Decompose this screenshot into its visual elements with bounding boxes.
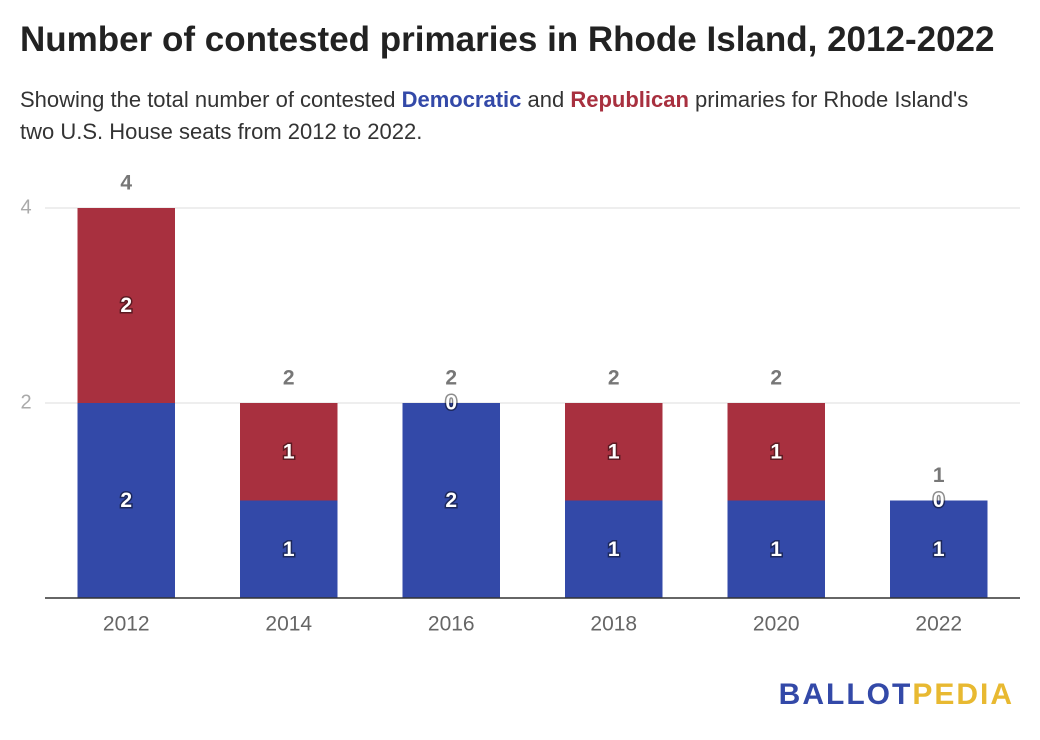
total-label: 2 <box>608 367 620 390</box>
chart-title: Number of contested primaries in Rhode I… <box>20 20 995 59</box>
x-tick-label: 2014 <box>265 613 312 636</box>
x-tick-label: 2018 <box>590 613 637 636</box>
data-label: 0 <box>445 392 457 415</box>
bar-segment <box>890 500 988 598</box>
subtitle-text: and <box>521 87 571 112</box>
legend-republican: Republican <box>570 87 689 112</box>
bar-segment <box>77 208 175 403</box>
data-label: 2 <box>120 294 132 317</box>
data-label: 1 <box>283 440 295 463</box>
bar-segment <box>240 403 338 501</box>
data-label: 1 <box>608 538 620 561</box>
bar-segment <box>240 500 338 598</box>
bar-segment <box>565 500 663 598</box>
total-label: 2 <box>770 367 782 390</box>
total-label: 2 <box>283 367 295 390</box>
data-label: 1 <box>770 440 782 463</box>
x-tick-label: 2016 <box>428 613 475 636</box>
x-tick-label: 2022 <box>915 613 962 636</box>
bar-segment <box>402 403 500 598</box>
total-label: 1 <box>933 464 945 487</box>
bar-segment <box>77 403 175 598</box>
legend-democratic: Democratic <box>401 87 522 112</box>
logo-part: BALLOT <box>778 678 913 711</box>
bar-segment <box>727 500 825 598</box>
data-label: 1 <box>770 538 782 561</box>
data-label: 1 <box>933 538 945 561</box>
total-label: 2 <box>445 367 457 390</box>
data-label: 1 <box>608 440 620 463</box>
data-label: 2 <box>445 489 457 512</box>
data-label: 2 <box>120 489 132 512</box>
y-tick-label: 4 <box>20 196 31 218</box>
bar-segment <box>565 403 663 501</box>
data-label: 0 <box>933 489 945 512</box>
bar-segment <box>727 403 825 501</box>
total-label: 4 <box>120 172 132 195</box>
subtitle: Showing the total number of contested De… <box>20 84 970 148</box>
x-tick-label: 2012 <box>103 613 150 636</box>
y-tick-label: 2 <box>20 391 31 413</box>
subtitle-text: Showing the total number of contested <box>20 87 402 112</box>
logo: BALLOTPEDIA <box>779 678 1014 712</box>
logo-part: PEDIA <box>912 678 1014 711</box>
x-tick-label: 2020 <box>753 613 800 636</box>
subtitle-text: primaries for Rhode Island's two U.S. Ho… <box>20 87 969 144</box>
data-label: 1 <box>283 538 295 561</box>
